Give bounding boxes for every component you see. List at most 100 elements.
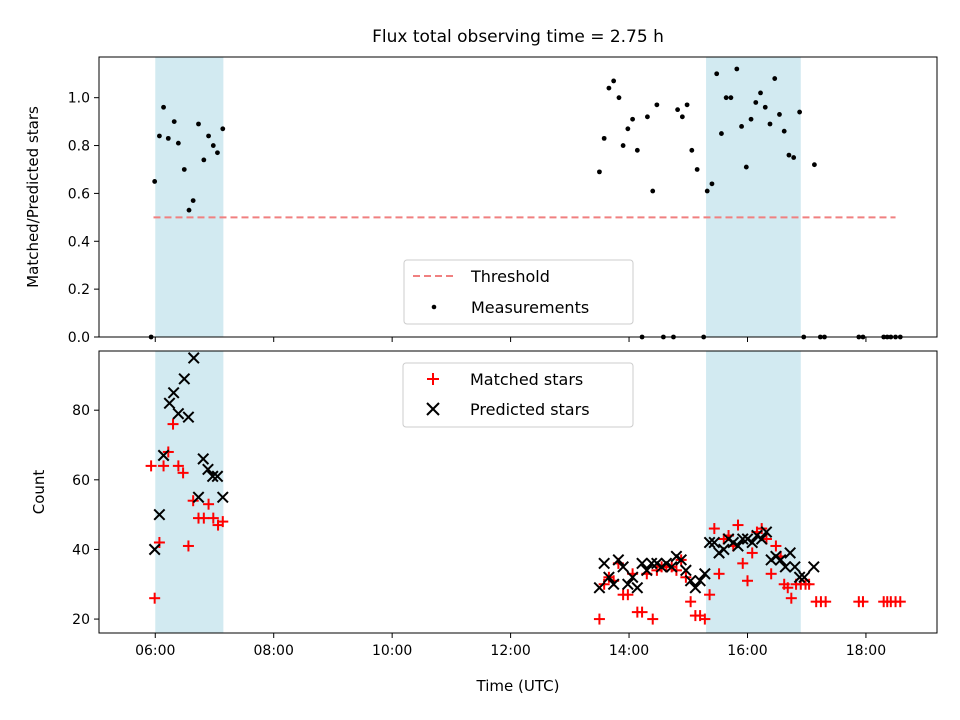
measurement-point bbox=[201, 157, 207, 163]
measurement-point bbox=[190, 198, 196, 203]
measurement-point bbox=[743, 164, 749, 170]
legend-matched-label: Matched stars bbox=[470, 370, 583, 389]
predicted-star-point bbox=[148, 543, 161, 556]
measurement-point bbox=[781, 128, 787, 134]
matched-star-point bbox=[704, 589, 716, 601]
matched-star-point bbox=[167, 418, 179, 430]
measurement-point bbox=[601, 135, 607, 141]
predicted-star-point bbox=[157, 449, 170, 462]
matched-star-point bbox=[198, 512, 210, 524]
matched-star-point bbox=[177, 467, 189, 479]
predicted-star-point bbox=[636, 557, 648, 570]
predicted-star-point bbox=[793, 571, 806, 584]
top-legend-box bbox=[403, 259, 634, 325]
predicted-star-point bbox=[626, 571, 639, 584]
predicted-star-point bbox=[760, 526, 773, 538]
matched-star-point bbox=[708, 523, 720, 535]
measurement-point bbox=[161, 104, 166, 110]
predicted-star-point bbox=[178, 372, 191, 385]
x-tick-label: 06:00 bbox=[135, 643, 175, 659]
predicted-star-point bbox=[640, 564, 653, 577]
predicted-star-point bbox=[807, 560, 820, 573]
matched-star-point bbox=[158, 460, 170, 472]
chart-title: Flux total observing time = 2.75 h bbox=[372, 27, 664, 47]
measurement-point bbox=[215, 150, 220, 156]
predicted-star-point bbox=[607, 578, 620, 591]
measurement-point bbox=[786, 152, 792, 158]
predicted-star-point bbox=[163, 397, 176, 410]
matched-star-point bbox=[857, 596, 869, 608]
predicted-star-point bbox=[779, 560, 792, 573]
matched-star-point bbox=[765, 568, 777, 580]
bottom-axes-frame bbox=[98, 350, 938, 634]
predicted-star-point bbox=[192, 491, 205, 504]
predicted-star-point bbox=[187, 352, 200, 364]
measurement-point bbox=[650, 188, 656, 194]
measurements-layer bbox=[148, 66, 903, 340]
matched-star-point bbox=[182, 540, 194, 552]
bottom-span-1 bbox=[155, 351, 224, 633]
measurement-point bbox=[679, 114, 685, 120]
top-y-tick-label: 0.6 bbox=[68, 186, 90, 202]
top-legend: Threshold Measurements bbox=[403, 259, 634, 325]
matched-star-point bbox=[803, 578, 815, 590]
measurement-point bbox=[694, 167, 700, 172]
predicted-star-point bbox=[675, 553, 688, 566]
bottom-legend: Matched stars Predicted stars bbox=[402, 362, 634, 428]
top-y-axis-label: Matched/Predicted stars bbox=[24, 106, 42, 288]
matched-star-point bbox=[737, 557, 749, 569]
matched-star-point bbox=[217, 516, 229, 528]
measurement-point bbox=[597, 169, 602, 175]
measurement-point bbox=[196, 121, 201, 127]
measurement-point bbox=[645, 114, 650, 120]
measurement-point bbox=[220, 126, 226, 132]
predicted-star-point bbox=[202, 463, 214, 476]
predicted-star-point bbox=[182, 411, 195, 424]
measurement-point bbox=[772, 76, 778, 81]
predicted-star-point bbox=[167, 386, 180, 399]
matched-star-point bbox=[685, 596, 697, 608]
x-tick-label: 16:00 bbox=[727, 643, 767, 659]
predicted-star-point bbox=[798, 571, 811, 584]
matched-star-point bbox=[820, 596, 832, 608]
matched-star-point bbox=[149, 592, 161, 604]
legend-measurements-swatch bbox=[431, 304, 437, 310]
measurement-point bbox=[762, 104, 768, 110]
predicted-star-point bbox=[172, 407, 185, 420]
bottom-y-tick-label: 80 bbox=[72, 403, 90, 419]
matched-star-point bbox=[153, 536, 165, 548]
predicted-star-point bbox=[746, 536, 759, 549]
predicted-star-point bbox=[694, 574, 707, 587]
legend-predicted-label: Predicted stars bbox=[470, 400, 590, 419]
matched-star-point bbox=[770, 540, 782, 552]
predicted-star-point bbox=[211, 470, 224, 483]
matched-star-point bbox=[732, 519, 744, 531]
predicted-star-point bbox=[732, 540, 744, 552]
measurement-point bbox=[625, 126, 631, 132]
matched-star-point bbox=[782, 582, 794, 594]
measurement-point bbox=[704, 188, 710, 194]
measurement-point bbox=[206, 133, 211, 139]
measurement-point bbox=[797, 109, 803, 115]
matched-star-point bbox=[746, 547, 758, 559]
legend-measurements-label: Measurements bbox=[471, 298, 589, 317]
predicted-star-point bbox=[703, 536, 716, 549]
predicted-star-point bbox=[216, 491, 229, 504]
measurement-point bbox=[165, 135, 171, 141]
measurement-point bbox=[753, 100, 759, 105]
measurement-point bbox=[181, 167, 187, 172]
legend-matched-swatch bbox=[427, 373, 439, 385]
predicted-star-point bbox=[708, 536, 721, 549]
top-y-tick-label: 1.0 bbox=[68, 91, 90, 107]
x-tick-label: 10:00 bbox=[372, 643, 412, 659]
legend-threshold-label: Threshold bbox=[470, 267, 550, 286]
bottom-highlight-spans bbox=[155, 351, 801, 633]
measurement-point bbox=[654, 102, 660, 108]
matched-star-point bbox=[785, 592, 797, 604]
measurement-point bbox=[606, 85, 612, 91]
predicted-star-point bbox=[645, 557, 658, 570]
measurement-point bbox=[616, 95, 622, 101]
bottom-y-tick-label: 60 bbox=[72, 473, 90, 489]
measurement-point bbox=[758, 90, 763, 96]
x-tick-label: 18:00 bbox=[846, 643, 886, 659]
